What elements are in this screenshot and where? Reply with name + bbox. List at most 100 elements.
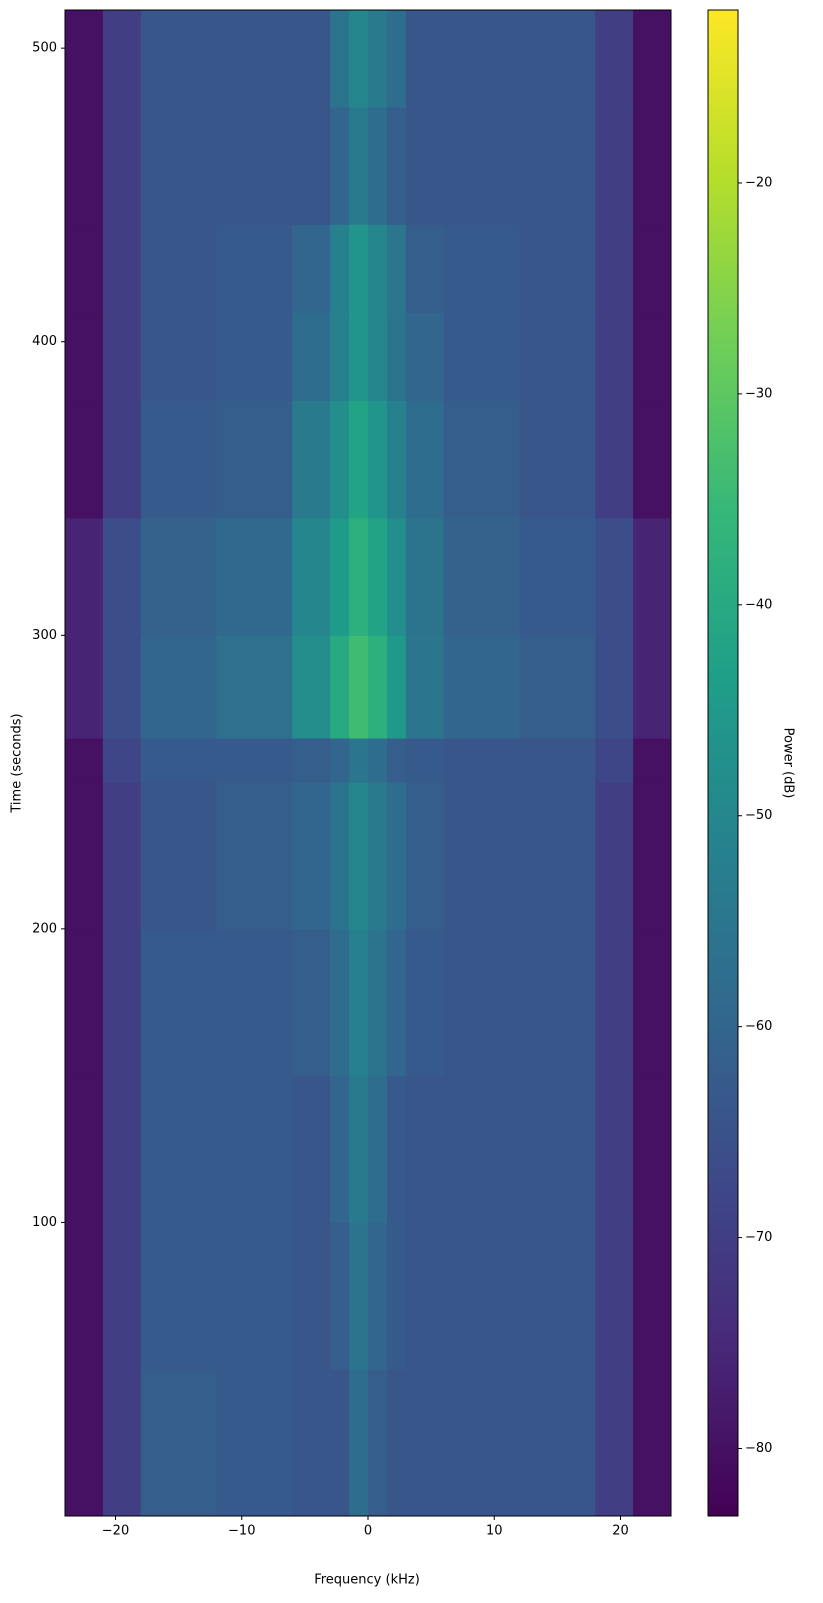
heatmap-cell: [386, 10, 407, 108]
heatmap-cell: [443, 1075, 520, 1223]
heatmap-cell: [349, 738, 369, 783]
heatmap-cell: [102, 106, 142, 225]
heatmap-cell: [102, 928, 142, 1077]
heatmap-cell: [140, 106, 217, 225]
heatmap-cell: [633, 224, 672, 313]
heatmap-cell: [633, 1075, 672, 1223]
heatmap-cell: [519, 10, 596, 108]
heatmap-cell: [595, 400, 634, 519]
y-tick-label: 100: [32, 1215, 57, 1230]
heatmap-cell: [65, 10, 104, 108]
colorbar-tick-label: −20: [745, 175, 772, 190]
heatmap-cell: [386, 106, 407, 225]
heatmap-cell: [633, 312, 672, 401]
x-tick-label: −10: [228, 1524, 255, 1539]
heatmap-cell: [386, 782, 407, 930]
heatmap-cell: [368, 312, 388, 401]
heatmap-cell: [405, 782, 445, 930]
heatmap-cell: [519, 738, 596, 783]
heatmap-cell: [292, 928, 331, 1077]
heatmap-cell: [633, 517, 672, 636]
heatmap-cell: [349, 1369, 369, 1517]
heatmap-cell: [519, 517, 596, 636]
heatmap-cell: [65, 1222, 104, 1370]
heatmap-cell: [140, 400, 217, 519]
heatmap-cell: [386, 517, 407, 636]
heatmap-cell: [216, 635, 293, 739]
heatmap-cell: [386, 312, 407, 401]
heatmap-cell: [405, 1369, 445, 1517]
heatmap-cell: [443, 635, 520, 739]
colorbar-tick-label: −40: [745, 597, 772, 612]
heatmap-cell: [292, 738, 331, 783]
heatmap-cell: [405, 10, 445, 108]
colorbar-label: Power (dB): [781, 728, 796, 799]
heatmap-cell: [386, 224, 407, 313]
heatmap-cell: [140, 635, 217, 739]
heatmap-cell: [102, 1222, 142, 1370]
heatmap-cell: [65, 1369, 104, 1517]
heatmap-cell: [292, 782, 331, 930]
heatmap-cell: [349, 400, 369, 519]
heatmap-cell: [443, 738, 520, 783]
heatmap-cell: [349, 224, 369, 313]
heatmap-cell: [595, 1075, 634, 1223]
heatmap-cell: [386, 635, 407, 739]
colorbar: [707, 9, 739, 1517]
y-tick-label: 300: [32, 628, 57, 643]
heatmap-cell: [633, 10, 672, 108]
heatmap-cell: [216, 1222, 293, 1370]
heatmap-cell: [102, 782, 142, 930]
x-axis-label: Frequency (kHz): [314, 1573, 420, 1588]
heatmap-cell: [595, 1222, 634, 1370]
heatmap-cell: [595, 782, 634, 930]
heatmap-cell: [292, 1222, 331, 1370]
heatmap-cell: [349, 106, 369, 225]
heatmap-cell: [349, 1222, 369, 1370]
heatmap-cell: [330, 782, 350, 930]
heatmap-cell: [140, 224, 217, 313]
heatmap-cell: [519, 312, 596, 401]
heatmap-cell: [386, 928, 407, 1077]
heatmap-cell: [65, 782, 104, 930]
heatmap-cell: [633, 1369, 672, 1517]
heatmap-cell: [386, 738, 407, 783]
heatmap-cell: [65, 312, 104, 401]
heatmap-cell: [519, 928, 596, 1077]
heatmap-cell: [216, 517, 293, 636]
heatmap-cell: [368, 1222, 388, 1370]
heatmap-cell: [292, 400, 331, 519]
heatmap-cell: [216, 106, 293, 225]
heatmap-cell: [330, 1075, 350, 1223]
heatmap-cell: [102, 738, 142, 783]
x-tick-label: 10: [486, 1524, 503, 1539]
heatmap-cell: [292, 1369, 331, 1517]
heatmap-cell: [140, 312, 217, 401]
heatmap-cell: [519, 400, 596, 519]
heatmap-cell: [368, 1369, 388, 1517]
heatmap-cell: [330, 312, 350, 401]
heatmap-cell: [633, 635, 672, 739]
heatmap-cell: [595, 517, 634, 636]
heatmap-cell: [595, 635, 634, 739]
x-tick-label: 0: [364, 1524, 372, 1539]
colorbar-tick-label: −30: [745, 386, 772, 401]
colorbar-tick-label: −80: [745, 1441, 772, 1456]
heatmap-cell: [349, 10, 369, 108]
y-tick-label: 500: [32, 41, 57, 56]
colorbar-tick-label: −50: [745, 808, 772, 823]
heatmap-cell: [349, 782, 369, 930]
heatmap-cell: [292, 312, 331, 401]
heatmap-cell: [595, 10, 634, 108]
heatmap-cell: [140, 1075, 217, 1223]
heatmap-cell: [519, 1222, 596, 1370]
heatmap-cell: [292, 517, 331, 636]
heatmap-cell: [519, 1369, 596, 1517]
heatmap-cell: [330, 517, 350, 636]
heatmap-cell: [349, 635, 369, 739]
heatmap-cell: [216, 928, 293, 1077]
heatmap-cell: [216, 224, 293, 313]
y-tick-label: 400: [32, 334, 57, 349]
heatmap-cell: [330, 1369, 350, 1517]
